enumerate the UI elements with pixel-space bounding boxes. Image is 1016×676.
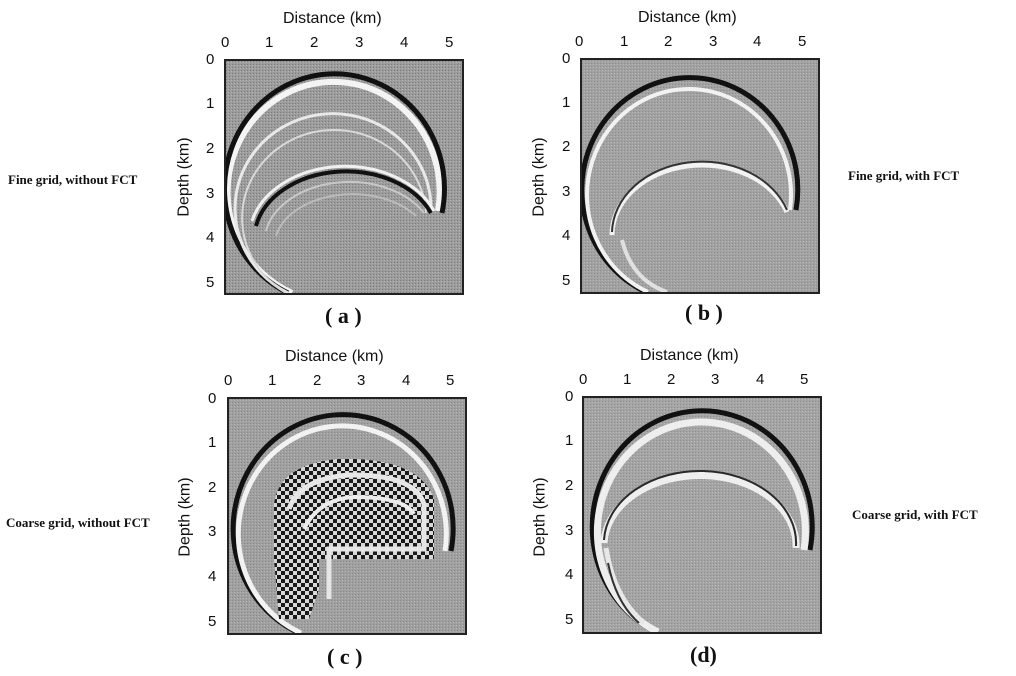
x-tick-label: 2 [667, 371, 675, 388]
y-tick-label: 3 [206, 185, 214, 202]
x-tick-label: 0 [579, 371, 587, 388]
x-tick-label: 2 [664, 33, 672, 50]
y-tick-label: 1 [565, 432, 573, 449]
y-tick-label: 2 [565, 477, 573, 494]
y-tick-label: 0 [565, 388, 573, 405]
y-tick-label: 1 [208, 434, 216, 451]
y-tick-label: 3 [208, 523, 216, 540]
y-tick-label: 2 [208, 479, 216, 496]
x-tick-label: 3 [355, 34, 363, 51]
x-tick-label: 4 [400, 34, 408, 51]
y-tick-label: 3 [565, 522, 573, 539]
panel-label-d: (d) [690, 642, 717, 668]
y-axis-title: Depth (km) [176, 137, 194, 216]
y-tick-label: 0 [208, 390, 216, 407]
y-tick-label: 4 [208, 568, 216, 585]
x-tick-label: 5 [800, 371, 808, 388]
x-tick-label: 0 [221, 34, 229, 51]
x-axis-title: Distance (km) [638, 9, 737, 27]
panel-label-c: ( c ) [327, 644, 362, 670]
x-tick-label: 2 [310, 34, 318, 51]
seismic-image-d [582, 396, 822, 634]
y-tick-label: 4 [562, 227, 570, 244]
side-label-a: Fine grid, without FCT [8, 172, 137, 188]
panel-label-a: ( a ) [325, 303, 362, 329]
x-tick-label: 1 [265, 34, 273, 51]
panel-label-b: ( b ) [685, 300, 723, 326]
y-tick-label: 4 [206, 229, 214, 246]
y-tick-label: 1 [562, 94, 570, 111]
y-tick-label: 2 [562, 138, 570, 155]
side-label-c: Coarse grid, without FCT [6, 515, 150, 531]
side-label-d: Coarse grid, with FCT [852, 507, 978, 523]
y-tick-label: 5 [206, 274, 214, 291]
x-tick-label: 4 [756, 371, 764, 388]
x-tick-label: 2 [313, 372, 321, 389]
y-tick-label: 5 [208, 613, 216, 630]
x-tick-label: 4 [402, 372, 410, 389]
x-tick-label: 0 [575, 33, 583, 50]
x-axis-title: Distance (km) [283, 10, 382, 28]
y-axis-title: Depth (km) [532, 477, 550, 556]
seismic-image-c [227, 397, 467, 635]
x-tick-label: 3 [711, 371, 719, 388]
x-tick-label: 3 [709, 33, 717, 50]
y-tick-label: 2 [206, 140, 214, 157]
y-axis-title: Depth (km) [177, 477, 195, 556]
x-tick-label: 1 [268, 372, 276, 389]
x-tick-label: 5 [445, 34, 453, 51]
x-tick-label: 1 [623, 371, 631, 388]
y-tick-label: 5 [562, 272, 570, 289]
seismic-image-b [580, 58, 820, 294]
seismic-image-a [224, 59, 464, 295]
y-tick-label: 3 [562, 183, 570, 200]
x-tick-label: 0 [224, 372, 232, 389]
y-tick-label: 0 [206, 51, 214, 68]
x-axis-title: Distance (km) [285, 348, 384, 366]
y-tick-label: 1 [206, 95, 214, 112]
x-tick-label: 5 [446, 372, 454, 389]
x-axis-title: Distance (km) [640, 347, 739, 365]
y-tick-label: 5 [565, 611, 573, 628]
y-tick-label: 4 [565, 566, 573, 583]
side-label-b: Fine grid, with FCT [848, 168, 959, 184]
x-tick-label: 4 [753, 33, 761, 50]
y-tick-label: 0 [562, 50, 570, 67]
x-tick-label: 5 [798, 33, 806, 50]
x-tick-label: 1 [620, 33, 628, 50]
x-tick-label: 3 [357, 372, 365, 389]
y-axis-title: Depth (km) [531, 137, 549, 216]
